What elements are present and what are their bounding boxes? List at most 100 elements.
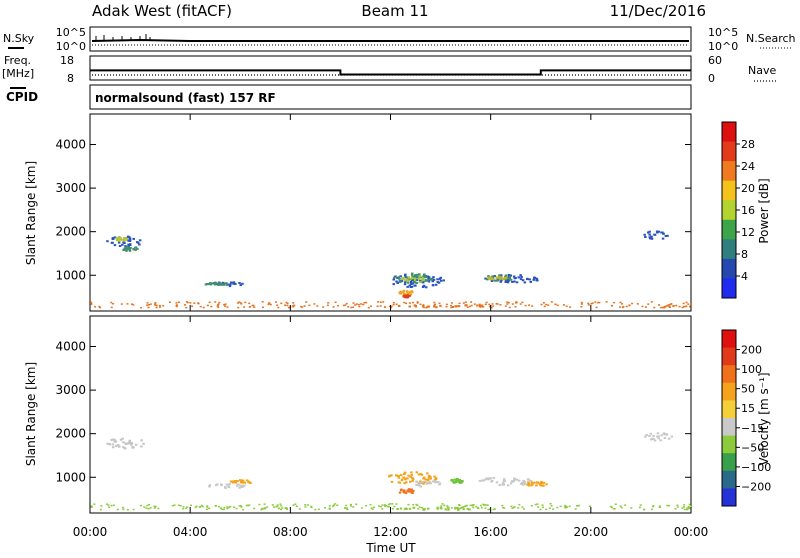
colorbar-tick-label: 15 [741,402,755,415]
y-tick-label: 4000 [55,340,86,354]
y-tick-label: 4000 [55,138,86,152]
x-tick-label: 00:00 [674,525,709,539]
noise-left-tick-bottom: 10^0 [56,40,86,53]
noise-left-tick-top: 10^5 [56,26,86,39]
freq-label: Freq. [4,54,31,67]
colorbar-swatch [722,278,736,299]
colorbar-tick-label: 20 [741,182,755,195]
x-tick-label: 12:00 [373,525,408,539]
velocity-colorbar-label: Velocity [m s⁻¹] [757,372,771,465]
nsearch-label: N.Search [746,32,796,45]
mhz-label: [MHz] [2,67,34,80]
velocity-y-axis: 1000 2000 3000 4000 [55,340,691,484]
colorbar-swatch [722,365,736,384]
colorbar-swatch [722,161,736,182]
y-tick-label: 1000 [55,470,86,484]
x-tick-label: 04:00 [173,525,208,539]
power-ylabel: Slant Range [km] [24,161,38,265]
echo-region-4 [204,281,229,286]
y-tick-label: 2000 [55,427,86,441]
echo-region-7 [478,476,533,487]
colorbar-swatch [722,418,736,437]
power-colorbar-label: Power [dB] [757,178,771,243]
power-panel-frame [89,113,692,312]
colorbar-tick-label: −100 [741,461,771,474]
nave-tick-bottom: 0 [708,72,715,85]
echo-region-9 [402,294,411,299]
echo-region-14 [643,230,669,240]
x-tick-label: 16:00 [473,525,508,539]
colorbar-tick-label: 200 [741,344,762,357]
colorbar-tick-label: 16 [741,204,755,217]
freq-tick-bottom: 8 [67,72,74,85]
colorbar-swatch [722,382,736,401]
y-tick-label: 3000 [55,383,86,397]
noise-row-frame [89,26,692,52]
velocity-echo-group [90,432,693,511]
colorbar-swatch [722,488,736,507]
cpid-text: normalsound (fast) 157 RF [95,91,276,105]
colorbar-frame [721,329,737,507]
power-colorbar: 4 8 12 16 20 24 28 [721,121,755,299]
colorbar-swatch [722,258,736,279]
echo-region-7 [400,275,425,283]
power-echo-group [90,230,693,309]
noise-sky-trace [91,38,689,42]
near-range-scatter [90,301,693,309]
noise-right-tick-bottom: 10^0 [708,40,738,53]
colorbar-swatch [722,400,736,419]
echo-region-10 [644,432,674,442]
nave-label: Nave [748,64,776,77]
freq-tick-top: 18 [60,54,74,67]
echo-region-2 [115,236,129,242]
echo-region-5 [398,488,415,494]
velocity-ylabel: Slant Range [km] [24,362,38,466]
colorbar-tick-label: 8 [741,248,748,261]
echo-region-3 [388,471,438,485]
colorbar-swatch [722,470,736,489]
y-tick-label: 2000 [55,225,86,239]
freq-row-frame [89,55,692,81]
colorbar-swatch [722,141,736,162]
noise-right-tick-top: 10^5 [708,26,738,39]
echo-region-12 [487,276,508,281]
power-y-axis: 1000 2000 3000 4000 [55,138,691,282]
echo-region-0 [106,437,145,450]
beam-label: Beam 11 [361,2,428,20]
y-tick-label: 3000 [55,181,86,195]
cpid-label: CPID [6,90,38,104]
colorbar-swatch [722,239,736,260]
colorbar-tick-label: 28 [741,138,755,151]
colorbar-swatch [722,435,736,454]
colorbar-swatch [722,219,736,240]
colorbar-swatch [722,122,736,143]
y-tick-label: 1000 [55,268,86,282]
colorbar-swatch [722,453,736,472]
velocity-panel-frame [89,315,692,514]
echo-region-8 [526,480,548,487]
date-label: 11/Dec/2016 [610,2,706,20]
echo-region-13 [397,304,484,309]
colorbar-swatch [722,347,736,366]
noise-sky-spikes [95,34,151,41]
near-range-scatter [90,503,693,511]
colorbar-swatch [722,200,736,221]
colorbar-tick-label: 12 [741,226,755,239]
colorbar-swatch [722,180,736,201]
x-tick-label: 20:00 [574,525,609,539]
nave-tick-top: 60 [708,54,722,67]
freq-trace [90,69,691,76]
colorbar-tick-label: 4 [741,270,748,283]
echo-region-4 [415,480,442,488]
colorbar-tick-label: 100 [741,363,762,376]
time-axis: 00:00 04:00 08:00 12:00 16:00 20:00 00:00 [73,114,709,539]
x-tick-label: 08:00 [273,525,308,539]
echo-region-6 [450,478,464,484]
echo-region-1 [208,483,246,489]
colorbar-swatch [722,330,736,349]
colorbar-tick-label: 24 [741,160,755,173]
radar-title: Adak West (fitACF) [92,2,232,20]
velocity-colorbar: 200 100 50 15 −15 −50 −100 −200 [721,329,771,507]
colorbar-tick-label: −15 [741,422,764,435]
